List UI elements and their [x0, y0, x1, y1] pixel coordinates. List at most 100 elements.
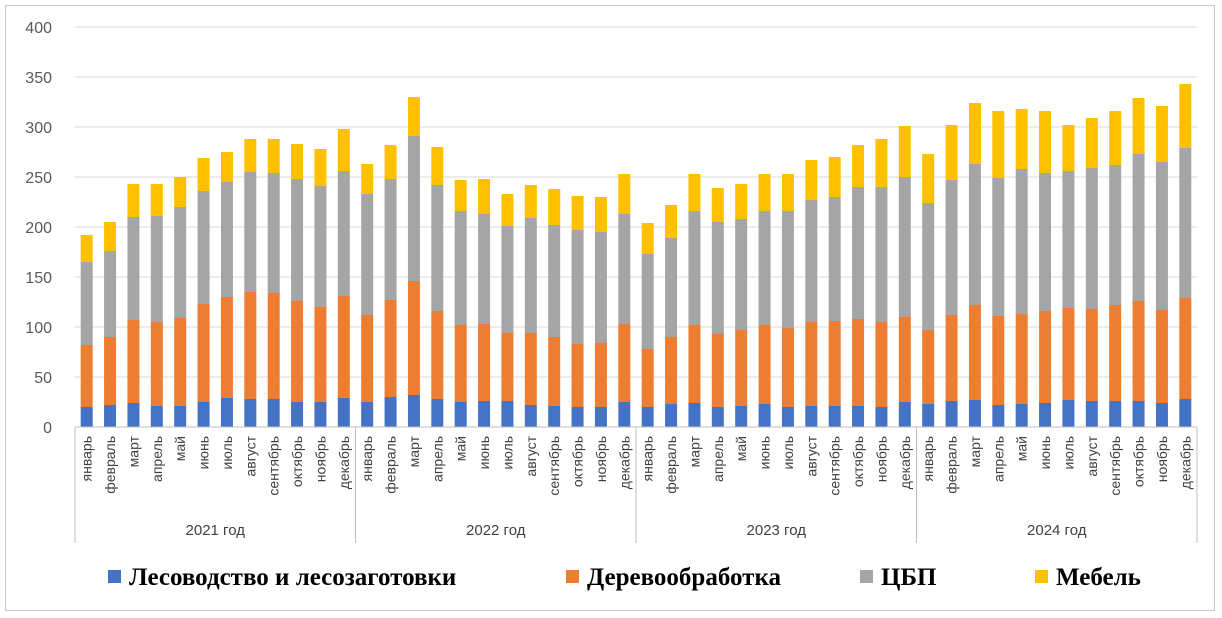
bar-segment-4 — [104, 222, 117, 251]
bar-segment-1 — [431, 399, 444, 427]
bar-segment-4 — [548, 189, 561, 225]
bar-segment-2 — [361, 315, 374, 402]
bar-segment-1 — [337, 398, 350, 427]
x-tick-label: январь — [920, 436, 936, 481]
bar-segment-3 — [828, 197, 841, 321]
bar-segment-4 — [805, 160, 818, 200]
bar-segment-1 — [922, 404, 935, 427]
bar-segment-2 — [922, 330, 935, 404]
bar-segment-3 — [291, 179, 304, 301]
bar-segment-2 — [267, 293, 280, 399]
x-tick-label: апрель — [149, 436, 165, 482]
bar-segment-2 — [104, 337, 117, 405]
x-tick-label: январь — [640, 436, 656, 481]
bar-segment-3 — [594, 232, 607, 343]
bar-segment-4 — [898, 126, 911, 177]
bar-segment-1 — [875, 407, 888, 427]
bar-segment-2 — [828, 321, 841, 406]
bar-segment-3 — [922, 203, 935, 330]
bar-segment-4 — [361, 164, 374, 194]
bar-segment-4 — [992, 111, 1005, 178]
bar-segment-4 — [922, 154, 935, 203]
bar-segment-3 — [968, 164, 981, 305]
bar-segment-1 — [104, 405, 117, 427]
x-tick-label: октябрь — [289, 436, 305, 487]
x-tick-label: январь — [79, 436, 95, 481]
bar-segment-1 — [1132, 401, 1145, 427]
bar-segment-4 — [150, 184, 163, 216]
bar-segment-4 — [665, 205, 678, 238]
bar-segment-4 — [244, 139, 257, 172]
bar-segment-2 — [1062, 308, 1075, 400]
bar-segment-3 — [641, 254, 654, 349]
bar-segment-2 — [1109, 305, 1122, 401]
x-tick-label: февраль — [944, 436, 960, 494]
bar-segment-2 — [1039, 311, 1052, 403]
bar-segment-2 — [220, 297, 233, 398]
bar-segment-3 — [431, 185, 444, 311]
bar-segment-1 — [852, 406, 865, 427]
bar-segment-2 — [618, 324, 631, 402]
bar-segment-3 — [688, 211, 701, 325]
bar-segment-4 — [337, 129, 350, 171]
bar-segment-2 — [478, 324, 491, 401]
bar-segment-2 — [407, 281, 420, 395]
bar-segment-1 — [1085, 401, 1098, 427]
bar-segment-2 — [594, 343, 607, 407]
bar-segment-1 — [945, 401, 958, 427]
bar-segment-1 — [758, 404, 771, 427]
bar-segment-3 — [1132, 154, 1145, 301]
x-tick-label: август — [242, 435, 258, 476]
x-tick-label: сентябрь — [546, 436, 562, 496]
bar-segment-2 — [291, 301, 304, 402]
bar-segment-2 — [314, 307, 327, 402]
bar-segment-1 — [361, 402, 374, 427]
bar-segment-3 — [945, 180, 958, 315]
bar-segment-2 — [174, 318, 187, 406]
bar-segment-1 — [711, 407, 724, 427]
bar-segment-1 — [594, 407, 607, 427]
bar-segment-1 — [267, 399, 280, 427]
bar-segment-3 — [852, 187, 865, 319]
bar-segment-2 — [548, 337, 561, 406]
legend-label-4: Мебель — [1056, 564, 1141, 591]
bar-segment-3 — [571, 230, 584, 344]
bar-segment-4 — [407, 97, 420, 136]
bar-segment-4 — [1155, 106, 1168, 162]
x-tick-label: ноябрь — [593, 436, 609, 482]
bar-segment-4 — [711, 188, 724, 222]
bar-segment-1 — [478, 401, 491, 427]
bar-segment-3 — [174, 207, 187, 318]
bar-segment-4 — [852, 145, 865, 187]
bar-segment-3 — [524, 218, 537, 333]
bar-segment-3 — [1085, 168, 1098, 309]
bar-segment-2 — [1155, 310, 1168, 403]
x-tick-label: октябрь — [570, 436, 586, 487]
bar-segment-1 — [898, 402, 911, 427]
bar-segment-1 — [968, 400, 981, 427]
bar-segment-4 — [688, 174, 701, 211]
x-tick-label: апрель — [429, 436, 445, 482]
bar-segment-3 — [127, 217, 140, 320]
x-tick-label: март — [967, 435, 983, 467]
y-tick-label: 300 — [25, 120, 52, 137]
legend-swatch-1 — [108, 570, 121, 583]
x-tick-label: июль — [499, 436, 515, 469]
bar-segment-1 — [665, 404, 678, 427]
bar-segment-2 — [641, 349, 654, 407]
bar-segment-1 — [127, 403, 140, 427]
bar-segment-3 — [314, 186, 327, 307]
legend-label-3: ЦБП — [881, 564, 936, 591]
bar-segment-3 — [244, 172, 257, 292]
x-tick-label: январь — [359, 436, 375, 481]
bar-segment-4 — [478, 179, 491, 214]
bar-segment-2 — [898, 317, 911, 402]
y-tick-label: 250 — [25, 170, 52, 187]
bar-segment-4 — [291, 144, 304, 179]
bar-segment-4 — [1015, 109, 1028, 169]
bar-segment-4 — [454, 180, 467, 211]
bar-segment-3 — [407, 136, 420, 281]
y-tick-label: 0 — [43, 420, 52, 437]
bar-segment-1 — [1179, 399, 1192, 427]
bar-segment-4 — [618, 174, 631, 214]
